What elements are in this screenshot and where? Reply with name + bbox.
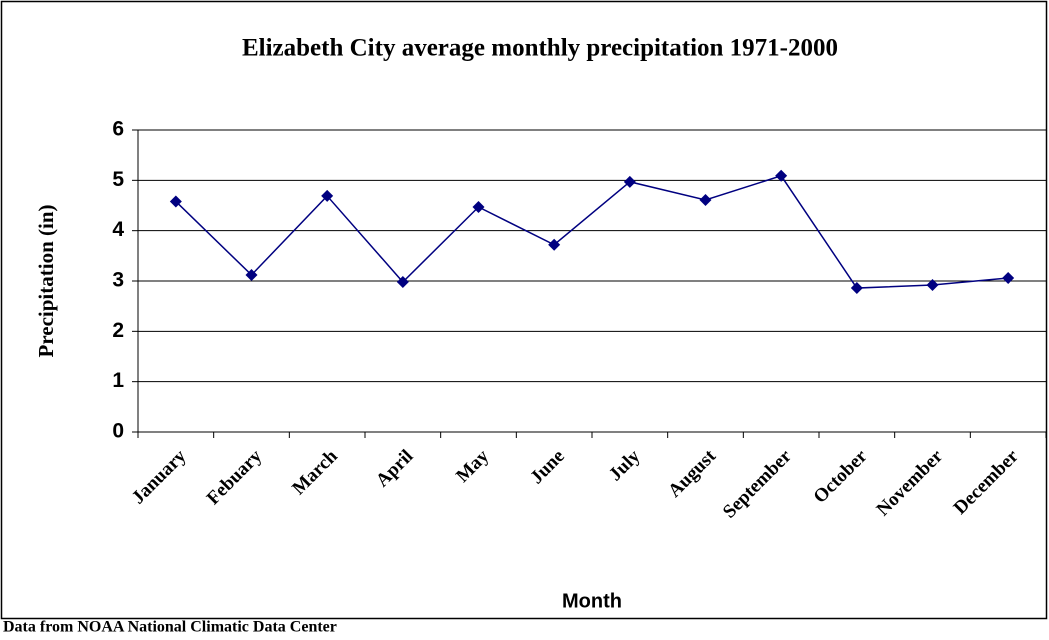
y-tick-label: 1	[112, 369, 124, 392]
y-axis-title: Precipitation (in)	[34, 204, 58, 357]
chart-title: Elizabeth City average monthly precipita…	[242, 35, 838, 62]
data-point	[1002, 271, 1015, 284]
data-point	[396, 276, 409, 289]
data-point	[321, 189, 334, 202]
data-point	[548, 238, 561, 251]
data-point	[699, 193, 712, 206]
y-tick-label: 6	[112, 118, 124, 141]
data-point	[169, 195, 182, 208]
data-line	[175, 174, 1009, 289]
y-tick-label: 3	[112, 269, 124, 292]
y-tick-label: 4	[112, 218, 124, 241]
data-point	[775, 169, 788, 182]
data-point	[472, 201, 485, 214]
y-tick-label: 2	[112, 319, 124, 342]
data-point	[850, 282, 863, 295]
y-tick-label: 0	[112, 420, 124, 443]
data-point	[623, 175, 636, 188]
x-axis-title: Month	[562, 590, 622, 612]
source-note: Data from NOAA National Climatic Data Ce…	[3, 619, 337, 636]
data-point	[926, 279, 939, 292]
y-tick-label: 5	[112, 168, 124, 191]
data-point	[245, 268, 258, 281]
chart-border	[0, 0, 1048, 620]
